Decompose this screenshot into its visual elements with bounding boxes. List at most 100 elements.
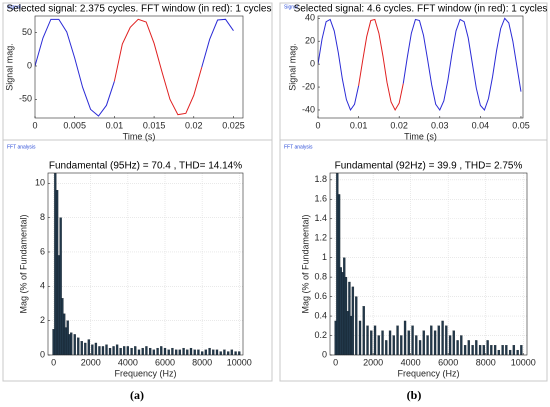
y-tick-label: 50: [22, 27, 32, 37]
plot-area: [318, 16, 523, 118]
bar: [426, 335, 429, 355]
bar: [366, 325, 369, 355]
bar: [505, 345, 508, 355]
bar: [433, 330, 437, 355]
y-tick-label: 1.8: [314, 174, 327, 184]
bar: [358, 320, 362, 355]
x-tick-label: 0.03: [431, 120, 449, 130]
bar: [112, 346, 115, 355]
y-tick-label: 1.2: [314, 233, 327, 243]
bar: [171, 347, 174, 355]
y-tick-label: 1.4: [314, 213, 327, 223]
bar: [230, 349, 234, 355]
caption: (b): [407, 388, 422, 402]
bar: [407, 330, 410, 355]
bar: [234, 351, 237, 355]
bar: [373, 325, 377, 355]
y-tick-label: 0.6: [314, 291, 327, 301]
bar: [77, 337, 80, 355]
bar: [167, 349, 170, 355]
bar: [388, 330, 392, 355]
bar: [189, 347, 193, 355]
bar: [226, 351, 230, 355]
bar: [186, 349, 189, 355]
y-tick-label: 0: [310, 59, 315, 69]
bar: [396, 325, 399, 355]
panel-frame: [279, 2, 548, 382]
bar: [370, 330, 373, 355]
x-axis-label: Frequency (Hz): [397, 368, 459, 378]
y-tick-label: 0.8: [314, 272, 327, 282]
x-tick-label: 0.01: [350, 120, 368, 130]
y-tick-label: 8: [40, 212, 45, 222]
y-tick-label: 1: [322, 252, 327, 262]
x-axis-label: Frequency (Hz): [114, 368, 176, 378]
bar: [141, 347, 144, 355]
y-tick-label: 20: [305, 36, 315, 46]
bar: [178, 349, 182, 355]
marks: [334, 173, 523, 355]
bar: [174, 349, 178, 355]
x-tick-label: 10000: [227, 357, 252, 367]
x-tick-label: 2000: [81, 357, 101, 367]
bar: [493, 345, 497, 355]
y-tick-label: 0: [322, 349, 327, 359]
bar: [448, 335, 452, 355]
x-tick-label: 0.02: [390, 120, 408, 130]
bar: [501, 345, 504, 355]
bar: [437, 325, 440, 355]
plot-frame: [47, 172, 244, 356]
chart-title: Fundamental (92Hz) = 39.9 , THD= 2.75%: [335, 161, 523, 172]
plot-frame: [329, 172, 528, 356]
y-axis-label: Mag (% of Fundamental): [18, 214, 28, 313]
panel-label: Signal: [284, 4, 298, 10]
x-tick-label: 0.015: [143, 120, 166, 130]
y-tick-label: 0.4: [314, 310, 327, 320]
bar: [486, 340, 489, 355]
bar: [520, 345, 523, 355]
bar: [441, 320, 444, 355]
caption: (a): [130, 388, 144, 402]
y-tick-label: -20: [302, 81, 315, 91]
y-axis-label: Signal mag.: [4, 43, 14, 91]
x-tick-label: 0.025: [222, 120, 245, 130]
signal-line: [113, 18, 203, 116]
bar: [490, 345, 493, 355]
bar: [478, 345, 482, 355]
y-tick-label: 0: [27, 60, 32, 70]
y-tick-label: 1.6: [314, 194, 327, 204]
bar: [418, 340, 422, 355]
bar: [163, 347, 167, 355]
x-tick-label: 8000: [192, 357, 212, 367]
bar: [430, 325, 433, 355]
panel-frame: [2, 2, 273, 382]
x-tick-label: 4000: [118, 357, 138, 367]
panel-label: FFT analysis: [7, 144, 36, 150]
bar: [219, 351, 222, 355]
bar: [355, 296, 358, 355]
y-tick-label: 6: [40, 246, 45, 256]
marks: [52, 173, 241, 355]
bar: [145, 346, 148, 355]
bar: [445, 325, 448, 355]
bar: [59, 217, 62, 355]
x-tick-label: 0.01: [106, 120, 124, 130]
bar: [134, 346, 137, 355]
x-tick-label: 6000: [438, 357, 458, 367]
x-tick-label: 0: [51, 357, 56, 367]
bar: [80, 341, 83, 355]
y-axis-label: Mag (% of Fundamental): [300, 214, 310, 313]
bar: [152, 349, 156, 355]
bar: [98, 346, 101, 355]
plot-area: [35, 16, 243, 118]
bar: [160, 346, 163, 355]
bar: [108, 347, 112, 355]
x-tick-label: 8000: [476, 357, 496, 367]
x-tick-label: 0.05: [512, 120, 530, 130]
bar: [126, 346, 130, 355]
marks: [35, 18, 234, 117]
y-tick-label: 4: [40, 281, 45, 291]
bar: [516, 349, 519, 355]
x-tick-label: 0.02: [185, 120, 203, 130]
bar: [512, 345, 516, 355]
